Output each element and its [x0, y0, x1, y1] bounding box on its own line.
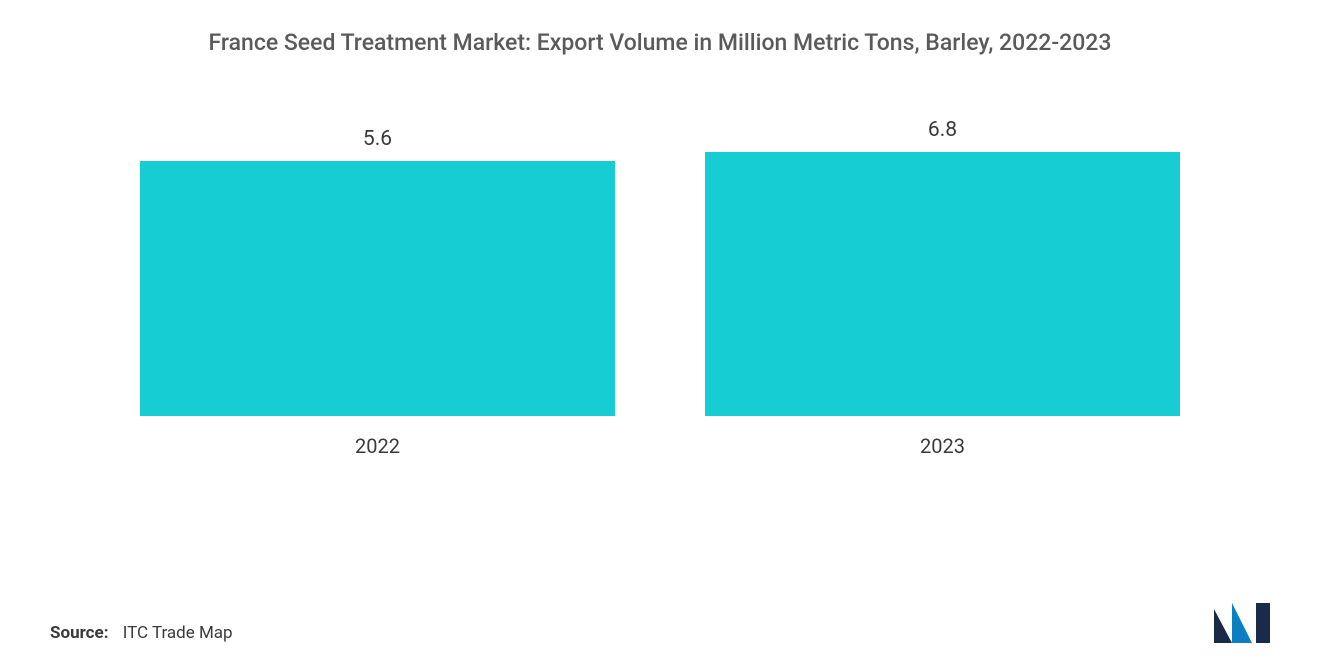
chart-title: France Seed Treatment Market: Export Vol…	[0, 0, 1320, 58]
bar-label-2023: 2023	[920, 434, 965, 458]
bar-wrapper-2023: 6.8 2023	[705, 118, 1180, 458]
source-label: Source:	[50, 623, 108, 643]
bar-2022	[140, 161, 615, 416]
bar-label-2022: 2022	[355, 434, 400, 458]
brand-logo	[1214, 603, 1270, 643]
source-text: Source: ITC Trade Map	[50, 623, 233, 643]
bar-wrapper-2022: 5.6 2022	[140, 118, 615, 458]
bars-container: 5.6 2022 6.8 2023	[140, 118, 1180, 458]
chart-area: 5.6 2022 6.8 2023	[0, 118, 1320, 548]
bar-value-2023: 6.8	[928, 118, 957, 142]
bar-2023	[705, 152, 1180, 416]
bar-value-2022: 5.6	[363, 127, 392, 151]
source-row: Source: ITC Trade Map	[50, 603, 1270, 643]
source-value: ITC Trade Map	[123, 623, 233, 643]
